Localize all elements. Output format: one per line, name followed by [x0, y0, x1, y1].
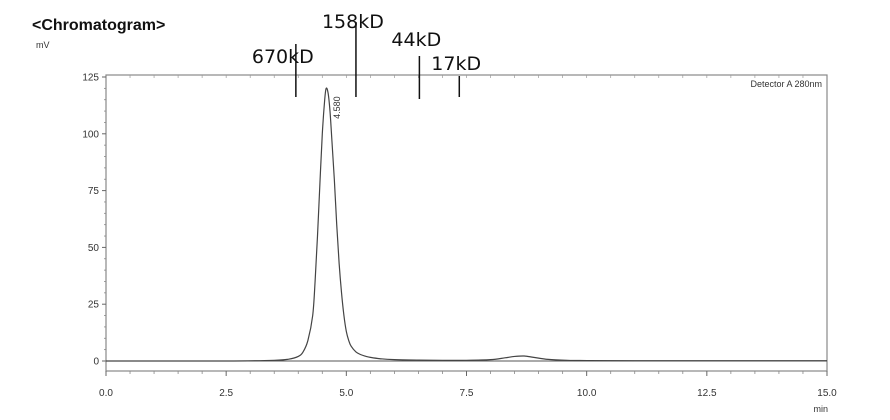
mw-marker-label: 17kD — [431, 53, 481, 75]
x-tick-label: 2.5 — [219, 388, 233, 399]
mw-marker-label: 670kD — [252, 46, 314, 68]
y-tick-label: 50 — [88, 243, 100, 254]
chromatogram-trace — [106, 87, 827, 362]
plot-frame — [105, 74, 828, 372]
series-group — [106, 87, 827, 362]
mw-marker-label: 44kD — [391, 29, 441, 51]
x-tick-label: 12.5 — [697, 388, 717, 399]
detector-label: Detector A 280nm — [750, 79, 822, 89]
y-tick-label: 25 — [88, 300, 100, 311]
plot-frame-group — [105, 74, 828, 372]
chart-title: <Chromatogram> — [32, 17, 165, 34]
y-tick-label: 0 — [93, 357, 99, 368]
x-tick-label: 5.0 — [339, 388, 353, 399]
x-tick-label: 7.5 — [460, 388, 474, 399]
y-tick-label: 75 — [88, 186, 100, 197]
peak-retention-label: 4.580 — [332, 96, 342, 119]
x-axis-ticks: 0.0 2.5 5.0 7.5 10.0 12.5 15.0 — [99, 75, 837, 399]
x-tick-label: 15.0 — [817, 388, 837, 399]
y-axis-ticks: 0 25 50 75 100 125 — [82, 73, 106, 368]
x-tick-label: 10.0 — [577, 388, 597, 399]
mw-marker-label: 158kD — [322, 11, 384, 33]
y-axis-unit: mV — [36, 40, 50, 50]
x-axis-unit: min — [813, 404, 828, 414]
y-tick-label: 100 — [82, 129, 99, 140]
x-tick-label: 0.0 — [99, 388, 113, 399]
y-tick-label: 125 — [82, 73, 99, 84]
